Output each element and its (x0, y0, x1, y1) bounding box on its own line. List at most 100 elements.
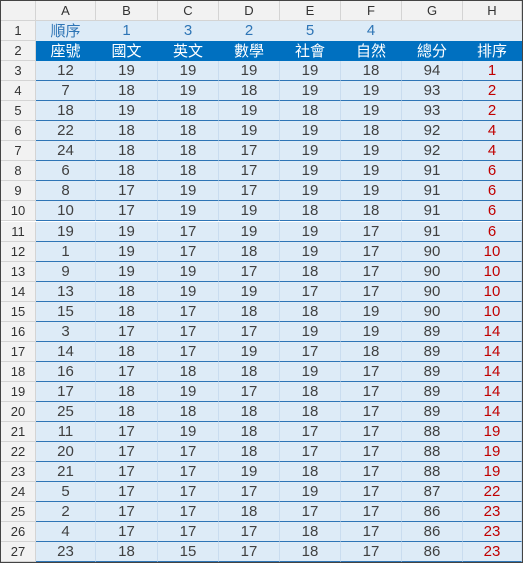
row-header: 6 (1, 121, 36, 142)
cell: 自然 (341, 41, 402, 62)
cell: 18 (280, 401, 341, 422)
cell: 17 (158, 221, 219, 242)
cell: 17 (96, 442, 158, 463)
cell: 19 (96, 61, 158, 82)
cell: 17 (280, 442, 341, 463)
cell: 22 (36, 121, 96, 142)
cell: 24 (36, 141, 96, 162)
cell: 2 (463, 101, 522, 122)
cell: 21 (36, 462, 96, 483)
cell: 17 (36, 381, 96, 402)
cell: 19 (158, 422, 219, 443)
row-header: 23 (1, 462, 36, 483)
cell: 23 (36, 542, 96, 562)
cell: 19 (280, 81, 341, 102)
cell: 18 (96, 81, 158, 102)
cell: 93 (402, 81, 463, 102)
cell: 17 (341, 442, 402, 463)
row-header: 27 (1, 542, 36, 562)
cell: 14 (463, 321, 522, 342)
cell: 17 (158, 301, 219, 322)
cell: 5 (280, 21, 341, 42)
cell: 19 (158, 281, 219, 302)
cell: 17 (158, 442, 219, 463)
cell: 18 (280, 261, 341, 282)
cell: 17 (96, 201, 158, 222)
row-header: 20 (1, 401, 36, 422)
cell: 17 (219, 181, 280, 202)
cell: 14 (36, 341, 96, 362)
row-header: 18 (1, 361, 36, 382)
cell: 18 (219, 81, 280, 102)
cell: 18 (36, 101, 96, 122)
cell: 座號 (36, 41, 96, 62)
cell: 5 (36, 482, 96, 503)
cell: 9 (36, 261, 96, 282)
cell: 19 (341, 161, 402, 182)
cell: 國文 (96, 41, 158, 62)
cell: 6 (463, 221, 522, 242)
cell: 17 (219, 161, 280, 182)
cell: 19 (280, 482, 341, 503)
cell: 10 (463, 281, 522, 302)
cell: 19 (280, 221, 341, 242)
row-header: 24 (1, 482, 36, 503)
cell: 18 (96, 381, 158, 402)
cell: 4 (463, 141, 522, 162)
cell: 20 (36, 442, 96, 463)
column-header: D (219, 1, 280, 21)
cell: 6 (463, 181, 522, 202)
cell: 17 (219, 522, 280, 543)
cell: 17 (96, 522, 158, 543)
cell (463, 21, 522, 42)
cell: 17 (96, 502, 158, 523)
cell: 19 (463, 462, 522, 483)
cell: 17 (96, 321, 158, 342)
cell: 17 (219, 141, 280, 162)
row-header: 7 (1, 141, 36, 162)
cell: 19 (463, 422, 522, 443)
cell: 17 (341, 462, 402, 483)
cell: 2 (36, 502, 96, 523)
cell: 19 (96, 101, 158, 122)
cell: 17 (219, 381, 280, 402)
row-header: 8 (1, 161, 36, 182)
row-header: 21 (1, 422, 36, 443)
cell (402, 21, 463, 42)
row-header: 1 (1, 21, 36, 42)
cell: 18 (158, 161, 219, 182)
cell: 19 (219, 201, 280, 222)
column-header: F (341, 1, 402, 21)
cell: 91 (402, 181, 463, 202)
cell: 英文 (158, 41, 219, 62)
cell: 18 (96, 341, 158, 362)
cell: 18 (341, 121, 402, 142)
cell: 19 (219, 341, 280, 362)
cell: 17 (96, 361, 158, 382)
cell: 18 (219, 442, 280, 463)
cell: 排序 (463, 41, 522, 62)
cell: 19 (341, 141, 402, 162)
cell: 18 (280, 201, 341, 222)
cell: 19 (219, 281, 280, 302)
cell: 88 (402, 422, 463, 443)
cell: 14 (463, 401, 522, 422)
cell: 2 (219, 21, 280, 42)
cell: 19 (280, 241, 341, 262)
cell: 22 (463, 482, 522, 503)
cell: 8 (36, 181, 96, 202)
cell: 17 (158, 241, 219, 262)
cell: 6 (463, 161, 522, 182)
cell: 86 (402, 502, 463, 523)
cell: 19 (219, 101, 280, 122)
cell: 19 (280, 181, 341, 202)
cell: 3 (36, 321, 96, 342)
cell: 18 (96, 542, 158, 562)
row-header: 5 (1, 101, 36, 122)
cell: 2 (463, 81, 522, 102)
row-header: 3 (1, 61, 36, 82)
cell: 3 (158, 21, 219, 42)
cell: 15 (158, 542, 219, 562)
cell: 17 (158, 462, 219, 483)
